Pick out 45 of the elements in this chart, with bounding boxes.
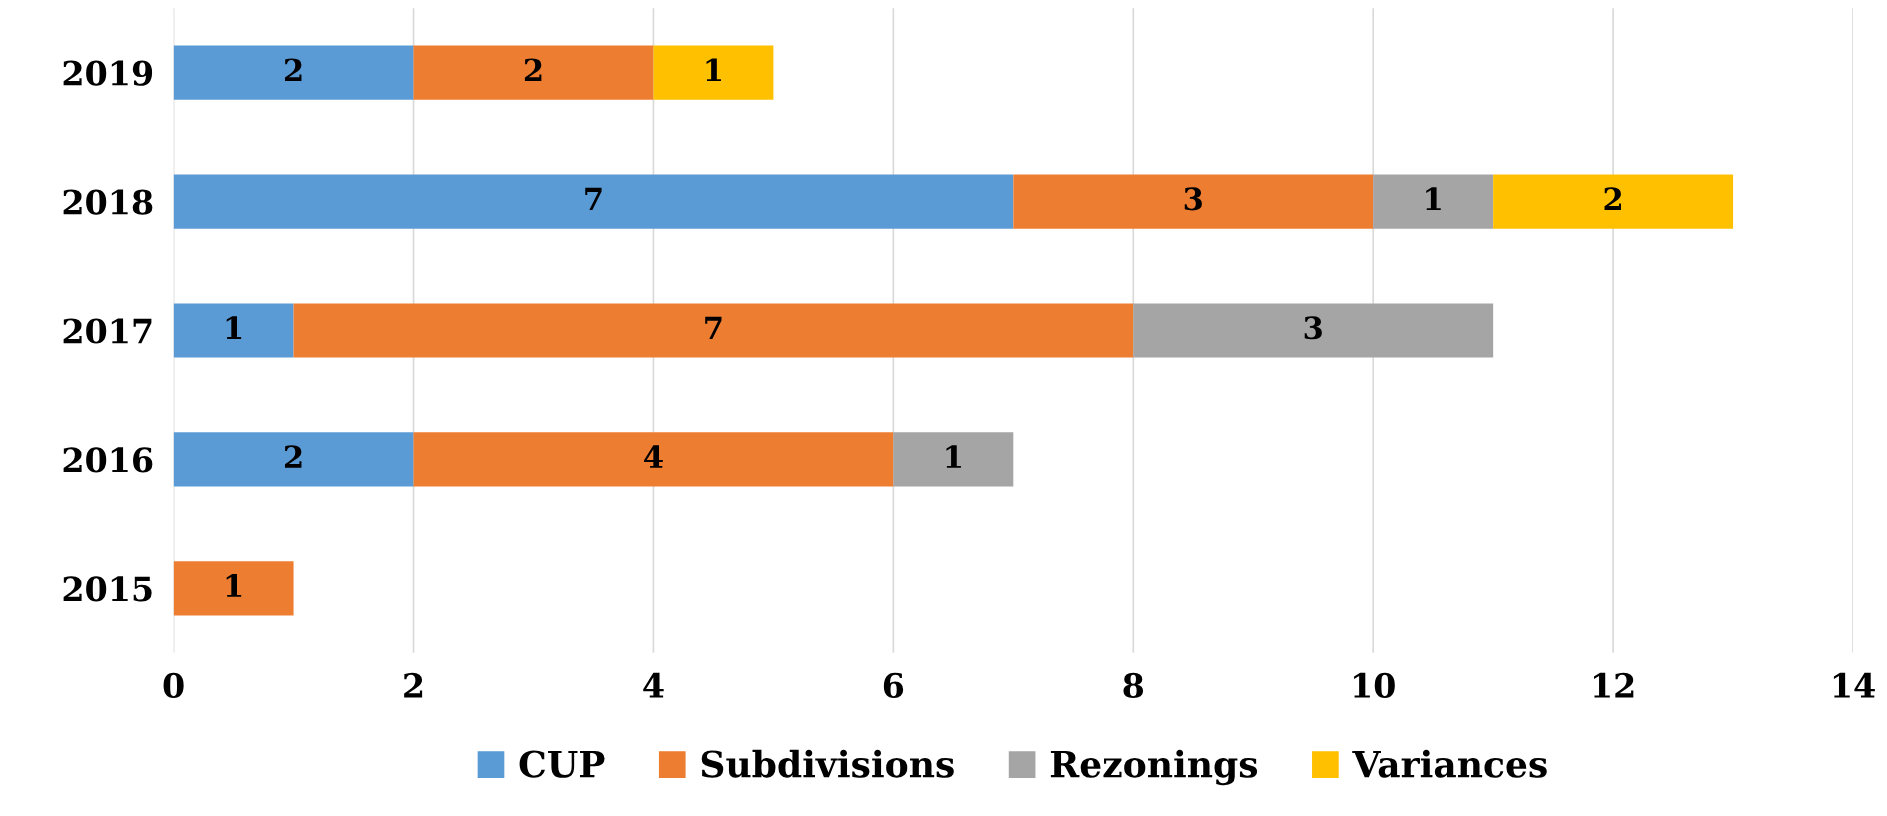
bar [893,432,1014,487]
bar [173,303,294,358]
bar [1493,174,1734,229]
y-tick-label: 2019 [63,60,153,86]
bar [413,45,654,100]
x-tick-label: 2 [404,672,423,698]
data-label: 3 [1184,187,1202,211]
y-tick-label: 2015 [63,576,152,602]
bar [173,561,294,616]
data-label: 4 [644,445,663,468]
legend-label: CUP [519,750,605,778]
data-label: 1 [226,316,242,339]
bar [173,174,1014,229]
x-tick-label: 12 [1593,672,1634,698]
data-label: 2 [1604,187,1621,210]
bar [653,45,774,100]
data-label: 7 [585,187,602,210]
bar [1133,303,1494,358]
data-label: 1 [706,58,722,82]
legend-label: Rezonings [1050,749,1258,786]
legend-label: Variances [1352,749,1547,778]
data-label: 3 [1304,316,1322,340]
x-tick-label: 6 [883,672,904,699]
x-tick-label: 4 [643,672,664,698]
data-label: 2 [284,58,302,82]
data-label: 1 [1426,187,1441,210]
x-tick-label: 14 [1833,672,1875,698]
x-tick-label: 0 [163,672,184,699]
bar [1373,174,1494,229]
data-label: 1 [226,574,242,597]
bar [173,45,414,100]
y-tick-label: 2016 [63,447,153,473]
x-tick-label: 10 [1354,672,1395,699]
y-tick-label: 2017 [63,318,152,344]
bar [293,303,1134,358]
data-label: 1 [946,445,961,468]
x-tick-label: 8 [1123,672,1144,699]
bar [1013,174,1374,229]
bar [413,432,894,487]
legend-label: Subdivisions [701,749,954,778]
data-label: 2 [284,445,302,468]
data-label: 7 [705,316,722,339]
data-label: 2 [524,58,542,82]
y-tick-label: 2018 [63,189,153,215]
bar [173,432,414,487]
